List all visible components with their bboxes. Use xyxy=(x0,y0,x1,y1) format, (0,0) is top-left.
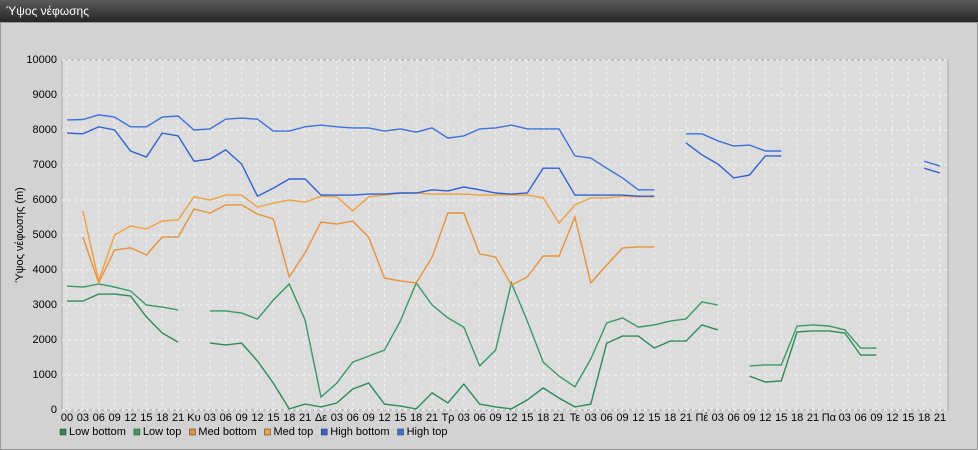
legend-marker xyxy=(189,428,196,436)
x-tick-label: 18 xyxy=(537,412,549,424)
x-tick-label: 12 xyxy=(124,412,136,424)
x-tick-label: Κυ xyxy=(187,412,200,424)
x-tick-label: 21 xyxy=(934,412,946,424)
x-tick-label: 15 xyxy=(775,412,787,424)
x-tick-label: 21 xyxy=(426,412,438,424)
chart-title: Ύψος νέφωσης xyxy=(6,4,89,18)
x-tick-label: 09 xyxy=(489,412,501,424)
x-tick-label: 21 xyxy=(553,412,565,424)
legend-label: Low bottom xyxy=(69,426,126,438)
x-tick-label: 06 xyxy=(93,412,105,424)
x-tick-label: 21 xyxy=(807,412,819,424)
legend-label: High bottom xyxy=(330,426,389,438)
x-tick-label: 03 xyxy=(458,412,470,424)
y-tick-label: 5000 xyxy=(33,229,57,241)
x-tick-label: 09 xyxy=(235,412,247,424)
x-tick-label: 06 xyxy=(347,412,359,424)
y-axis-label: Ύψος νέφωσης (m) xyxy=(14,187,26,283)
x-tick-label: 12 xyxy=(886,412,898,424)
series-line xyxy=(66,280,877,399)
y-tick-label: 9000 xyxy=(33,89,57,101)
x-tick-label: Πα xyxy=(822,412,837,424)
x-tick-label: 06 xyxy=(220,412,232,424)
x-tick-label: 03 xyxy=(839,412,851,424)
x-tick-label: 09 xyxy=(362,412,374,424)
x-tick-label: 15 xyxy=(648,412,660,424)
y-tick-label: 7000 xyxy=(33,159,57,171)
y-tick-label: 2000 xyxy=(33,334,57,346)
x-tick-label: 15 xyxy=(521,412,533,424)
legend-marker xyxy=(397,428,404,436)
legend-marker xyxy=(264,428,271,436)
x-tick-label: 15 xyxy=(267,412,279,424)
y-tick-label: 0 xyxy=(51,404,57,416)
x-tick-label: 09 xyxy=(870,412,882,424)
legend-label: Med bottom xyxy=(198,426,256,438)
x-tick-label: 03 xyxy=(712,412,724,424)
x-tick-label: 09 xyxy=(108,412,120,424)
x-tick-label: 00 xyxy=(61,412,73,424)
y-tick-label: 3000 xyxy=(33,299,57,311)
x-tick-label: 03 xyxy=(331,412,343,424)
legend-marker xyxy=(59,428,67,436)
x-tick-label: 12 xyxy=(251,412,263,424)
x-tick-label: 18 xyxy=(791,412,803,424)
x-tick-label: 18 xyxy=(664,412,676,424)
x-tick-label: 18 xyxy=(156,412,168,424)
y-tick-label: 10000 xyxy=(26,54,57,66)
x-tick-label: 15 xyxy=(140,412,152,424)
x-tick-label: 12 xyxy=(378,412,390,424)
x-tick-label: 15 xyxy=(902,412,914,424)
x-tick-label: 12 xyxy=(505,412,517,424)
y-tick-label: 6000 xyxy=(33,194,57,206)
x-tick-label: 03 xyxy=(204,412,216,424)
legend-marker xyxy=(133,428,141,436)
y-tick-label: 4000 xyxy=(33,264,57,276)
y-tick-label: 8000 xyxy=(33,124,57,136)
x-tick-label: 12 xyxy=(759,412,771,424)
x-tick-label: 18 xyxy=(283,412,295,424)
x-tick-label: Τρ xyxy=(441,412,454,424)
x-tick-label: Πέ xyxy=(695,412,708,424)
series-line xyxy=(67,293,877,410)
x-tick-label: 18 xyxy=(918,412,930,424)
x-tick-label: 06 xyxy=(601,412,613,424)
series-line xyxy=(66,114,941,191)
legend-label: High top xyxy=(407,426,448,438)
x-tick-label: 09 xyxy=(616,412,628,424)
x-tick-label: 18 xyxy=(410,412,422,424)
x-tick-label: Δε xyxy=(315,412,327,424)
x-tick-label: 21 xyxy=(299,412,311,424)
legend-label: Med top xyxy=(274,426,314,438)
x-tick-label: Τε xyxy=(570,412,581,424)
x-tick-label: 21 xyxy=(680,412,692,424)
series-line xyxy=(66,126,941,198)
x-tick-label: 12 xyxy=(632,412,644,424)
x-tick-label: 03 xyxy=(585,412,597,424)
y-tick-label: 1000 xyxy=(33,369,57,381)
legend-label: Low top xyxy=(143,426,182,438)
title-bar xyxy=(0,0,978,22)
legend-marker xyxy=(321,428,328,436)
series-line xyxy=(82,192,655,284)
x-tick-label: 06 xyxy=(728,412,740,424)
x-tick-label: 06 xyxy=(474,412,486,424)
x-tick-label: 15 xyxy=(394,412,406,424)
x-tick-label: 03 xyxy=(77,412,89,424)
x-tick-label: 09 xyxy=(743,412,755,424)
series-line xyxy=(82,204,655,287)
x-tick-label: 21 xyxy=(172,412,184,424)
x-tick-label: 06 xyxy=(855,412,867,424)
